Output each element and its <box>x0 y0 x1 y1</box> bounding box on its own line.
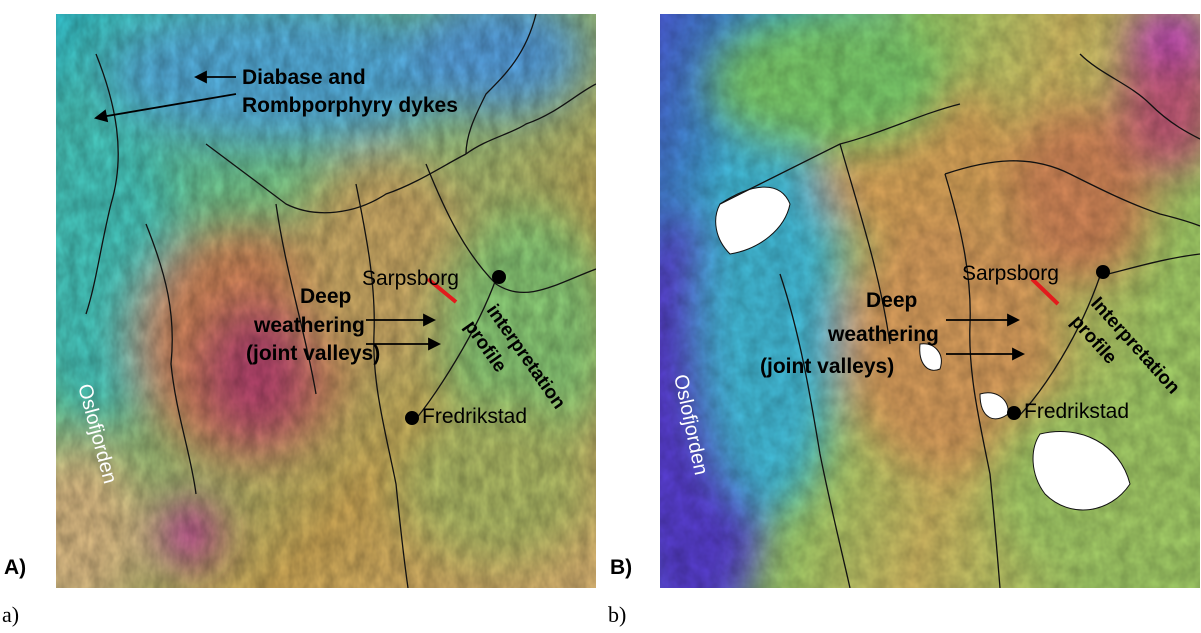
deep-label-line2: weathering <box>253 314 365 337</box>
panel-b-letter: B) <box>610 556 633 579</box>
profile-line <box>426 277 458 304</box>
fredrikstad-marker <box>405 411 419 425</box>
profile-line <box>1030 277 1060 306</box>
fredrikstad-label: Fredrikstad <box>422 405 527 428</box>
map-a-svg: Diabase and Rombporphyry dykes Deep weat… <box>56 14 596 588</box>
caption-a: a) <box>2 602 20 627</box>
dykes-label-line1: Diabase and <box>242 66 366 89</box>
fredrikstad-label: Fredrikstad <box>1024 400 1129 423</box>
map-a-coastlines <box>85 14 596 588</box>
deep-label-line1: Deep <box>300 285 351 308</box>
map-a-profile <box>426 277 458 304</box>
fredrikstad-marker <box>1007 406 1021 420</box>
map-b-water-bodies <box>715 186 1131 511</box>
map-b-profile <box>1030 277 1060 306</box>
dykes-label-line2: Rombporphyry dykes <box>242 94 458 117</box>
map-a-arrows <box>94 70 442 351</box>
sarpsborg-marker <box>492 270 506 284</box>
deep-label-line3: (joint valleys) <box>760 355 894 378</box>
deep-label-line3: (joint valleys) <box>246 342 380 365</box>
panel-a-letter: A) <box>4 556 27 579</box>
map-b-coastlines <box>719 53 1200 588</box>
caption-b: b) <box>608 602 627 627</box>
sarpsborg-label: Sarpsborg <box>962 262 1059 285</box>
map-b-arrows <box>946 313 1026 361</box>
sarpsborg-label: Sarpsborg <box>362 267 459 290</box>
map-panel-a: Diabase and Rombporphyry dykes Deep weat… <box>56 14 596 588</box>
deep-label-line1: Deep <box>866 289 917 312</box>
map-b-hillshade <box>660 14 1200 588</box>
map-panel-b: Deep weathering (joint valleys) Interpre… <box>660 14 1200 588</box>
deep-label-line2: weathering <box>827 323 939 346</box>
sarpsborg-marker <box>1096 265 1110 279</box>
map-b-svg: Deep weathering (joint valleys) Interpre… <box>660 14 1200 588</box>
